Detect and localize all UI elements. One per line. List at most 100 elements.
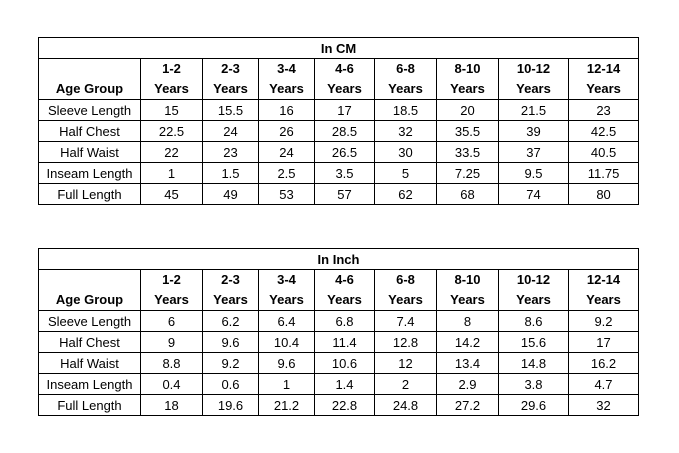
- measurement-value: 32: [568, 394, 639, 416]
- measurement-value: 68: [436, 183, 499, 205]
- measurement-label: Full Length: [38, 183, 141, 205]
- measurement-value: 35.5: [436, 120, 499, 142]
- measurement-value: 2.9: [436, 373, 499, 395]
- age-unit-label: Years: [327, 81, 362, 96]
- measurement-value: 5: [374, 162, 437, 184]
- age-unit-label: Years: [269, 81, 304, 96]
- measurement-value: 4.7: [568, 373, 639, 395]
- measurement-value: 2: [374, 373, 437, 395]
- measurement-label: Half Waist: [38, 141, 141, 163]
- measurement-value: 22.8: [314, 394, 375, 416]
- table-row: Sleeve Length 15 15.5 16 17 18.5 20 21.5 23: [38, 99, 640, 121]
- age-unit-label: Years: [388, 292, 423, 307]
- measurement-value: 11.75: [567, 162, 640, 184]
- measurement-value: 8.8: [140, 352, 203, 374]
- measurement-value: 53: [258, 183, 315, 205]
- age-unit-label: Years: [516, 292, 551, 307]
- table-row: Half Waist 8.8 9.2 9.6 10.6 12 13.4 14.8 16.2: [38, 352, 639, 374]
- age-range-label: 12-14: [586, 272, 621, 287]
- measurement-value: 12.8: [374, 331, 437, 353]
- measurement-value: 15.5: [202, 99, 259, 121]
- age-range-label: 8-10: [454, 61, 481, 76]
- measurement-value: 7.25: [436, 162, 499, 184]
- measurement-label: Sleeve Length: [38, 310, 141, 332]
- age-range-label: 6-8: [396, 61, 415, 76]
- measurement-value: 18: [140, 394, 203, 416]
- age-range-column-header: 2-3 Years: [202, 269, 259, 311]
- measurement-value: 3.8: [498, 373, 569, 395]
- measurement-value: 80: [567, 183, 640, 205]
- measurement-value: 40.5: [567, 141, 640, 163]
- measurement-value: 32: [374, 120, 437, 142]
- measurement-value: 22.5: [140, 120, 203, 142]
- measurement-value: 9.2: [568, 310, 639, 332]
- table-title: In CM: [37, 37, 640, 59]
- measurement-value: 6.4: [258, 310, 315, 332]
- measurement-value: 24: [258, 141, 315, 163]
- age-range-label: 8-10: [454, 272, 481, 287]
- measurement-value: 9.5: [498, 162, 569, 184]
- measurement-value: 9.2: [202, 352, 259, 374]
- measurement-value: 19.6: [202, 394, 259, 416]
- age-group-header: Age Group: [38, 58, 141, 100]
- table-row: Sleeve Length 6 6.2 6.4 6.8 7.4 8 8.6 9.2: [38, 310, 639, 332]
- age-range-label: 10-12: [516, 272, 551, 287]
- measurement-value: 7.4: [374, 310, 437, 332]
- measurement-value: 24.8: [374, 394, 437, 416]
- measurement-value: 3.5: [314, 162, 375, 184]
- age-range-label: 3-4: [277, 61, 296, 76]
- age-range-column-header: 8-10 Years: [436, 269, 499, 311]
- size-chart-inch-table: In Inch Age Group 1-2 Years 2-3 Years 3-4 Years…: [38, 248, 639, 416]
- age-group-header: Age Group: [38, 269, 141, 311]
- size-chart-cm-table: In CM Age Group 1-2 Years 2-3 Years 3-4 Years 4-…: [37, 37, 640, 205]
- age-unit-label: Years: [388, 81, 423, 96]
- measurement-value: 0.4: [140, 373, 203, 395]
- age-range-label: 12-14: [586, 61, 621, 76]
- measurement-value: 1.4: [314, 373, 375, 395]
- measurement-value: 49: [202, 183, 259, 205]
- age-range-column-header: 12-14 Years: [568, 269, 639, 311]
- age-range-column-header: 2-3 Years: [202, 58, 259, 100]
- measurement-value: 23: [202, 141, 259, 163]
- table-row: Full Length 45 49 53 57 62 68 74 80: [38, 183, 640, 205]
- measurement-value: 1.5: [202, 162, 259, 184]
- measurement-value: 24: [202, 120, 259, 142]
- age-unit-label: Years: [269, 292, 304, 307]
- age-range-column-header: 1-2 Years: [140, 58, 203, 100]
- age-range-column-header: 8-10 Years: [436, 58, 499, 100]
- age-range-column-header: 6-8 Years: [374, 269, 437, 311]
- measurement-label: Sleeve Length: [38, 99, 141, 121]
- age-unit-label: Years: [213, 81, 248, 96]
- measurement-value: 57: [314, 183, 375, 205]
- measurement-value: 15: [140, 99, 203, 121]
- measurement-value: 39: [498, 120, 569, 142]
- measurement-value: 20: [436, 99, 499, 121]
- measurement-value: 23: [567, 99, 640, 121]
- table-header-row: Age Group 1-2 Years 2-3 Years 3-4 Years 4-6 Year…: [38, 269, 639, 311]
- measurement-value: 9.6: [202, 331, 259, 353]
- measurement-value: 14.2: [436, 331, 499, 353]
- measurement-value: 74: [498, 183, 569, 205]
- measurement-value: 2.5: [258, 162, 315, 184]
- age-range-column-header: 6-8 Years: [374, 58, 437, 100]
- measurement-label: Half Waist: [38, 352, 141, 374]
- measurement-value: 27.2: [436, 394, 499, 416]
- measurement-value: 37: [498, 141, 569, 163]
- measurement-value: 6.2: [202, 310, 259, 332]
- age-unit-label: Years: [450, 81, 485, 96]
- measurement-label: Inseam Length: [38, 373, 141, 395]
- measurement-label: Inseam Length: [38, 162, 141, 184]
- measurement-value: 29.6: [498, 394, 569, 416]
- measurement-value: 45: [140, 183, 203, 205]
- age-range-column-header: 12-14 Years: [567, 58, 640, 100]
- measurement-value: 21.5: [498, 99, 569, 121]
- age-range-label: 1-2: [162, 272, 181, 287]
- measurement-value: 11.4: [314, 331, 375, 353]
- measurement-value: 12: [374, 352, 437, 374]
- table-row: Half Chest 9 9.6 10.4 11.4 12.8 14.2 15.6 17: [38, 331, 639, 353]
- age-range-label: 2-3: [221, 61, 240, 76]
- table-row: Inseam Length 1 1.5 2.5 3.5 5 7.25 9.5 11.75: [38, 162, 640, 184]
- measurement-value: 28.5: [314, 120, 375, 142]
- measurement-value: 21.2: [258, 394, 315, 416]
- measurement-label: Full Length: [38, 394, 141, 416]
